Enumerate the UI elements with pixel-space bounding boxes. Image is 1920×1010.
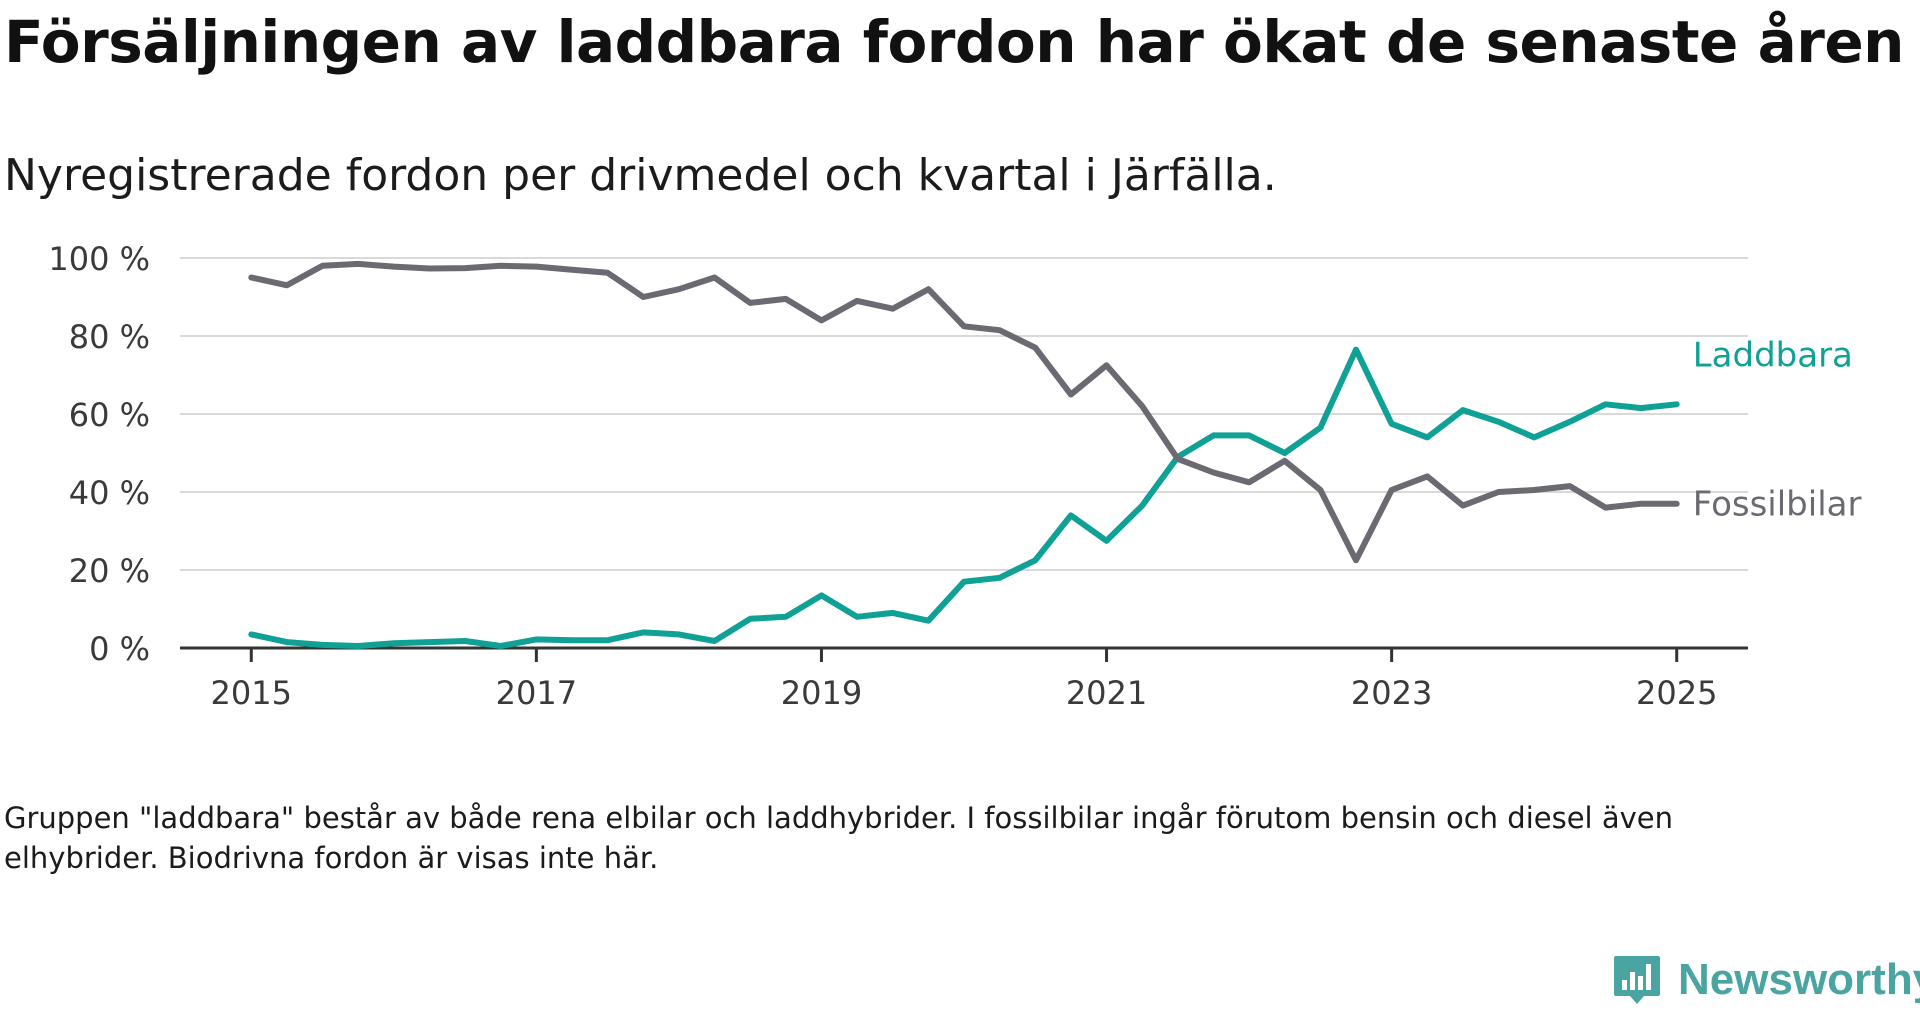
grid-lines — [180, 257, 1748, 571]
chart-title: Försäljningen av laddbara fordon har öka… — [4, 8, 1904, 76]
series-label-laddbara: Laddbara — [1693, 335, 1853, 375]
series-line-laddbara — [248, 346, 1680, 649]
brand-name: Newsworthy — [1678, 955, 1920, 1004]
y-tick-label: 60 % — [69, 396, 150, 434]
series-labels: Laddbara Fossilbilar — [1693, 335, 1862, 524]
x-tick-label: 2017 — [496, 674, 577, 712]
y-tick-label: 0 % — [89, 630, 150, 668]
y-tick-label: 40 % — [69, 474, 150, 512]
y-tick-label: 20 % — [69, 552, 150, 590]
x-tick-label: 2019 — [781, 674, 862, 712]
footnote: Gruppen "laddbara" består av både rena e… — [4, 801, 1673, 875]
newsworthy-logo-icon — [1614, 956, 1660, 1004]
y-tick-label: 100 % — [48, 240, 150, 278]
series-lines — [248, 260, 1680, 649]
chart-subtitle: Nyregistrerade fordon per drivmedel och … — [4, 150, 1277, 201]
x-tick-label: 2025 — [1636, 674, 1717, 712]
y-tick-label: 80 % — [69, 318, 150, 356]
x-tick-label: 2021 — [1066, 674, 1147, 712]
series-line-fossilbilar — [248, 260, 1680, 564]
line-chart: 0 % 20 % 40 % 60 % 80 % 100 % 2015 2017 2019 2021… — [48, 240, 1862, 712]
x-tick-label: 2015 — [211, 674, 292, 712]
brand-logo[interactable]: Newsworthy — [1612, 950, 1920, 1010]
series-label-fossilbilar: Fossilbilar — [1693, 485, 1862, 525]
x-tick-label: 2023 — [1351, 674, 1432, 712]
axes: 0 % 20 % 40 % 60 % 80 % 100 % 2015 2017 2019 2021… — [48, 240, 1748, 712]
